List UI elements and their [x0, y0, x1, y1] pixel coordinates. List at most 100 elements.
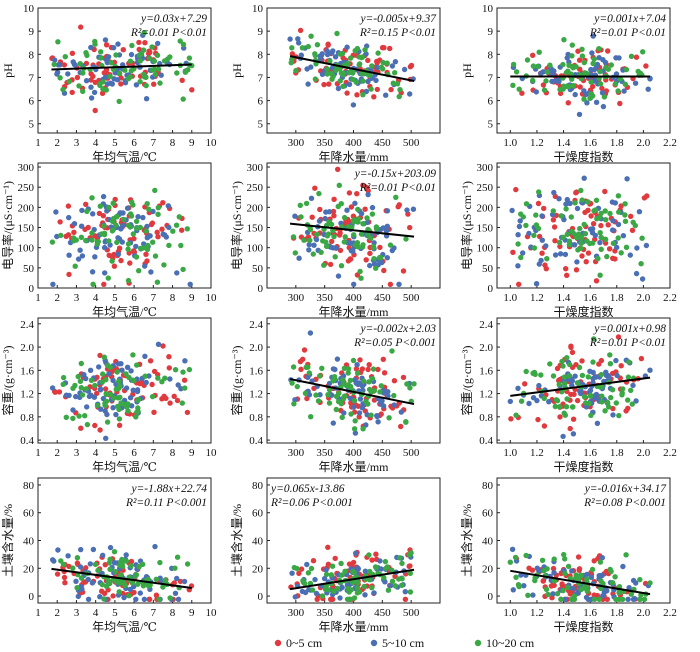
data-point	[541, 568, 547, 574]
data-point	[331, 213, 337, 219]
data-point	[307, 330, 314, 336]
data-point	[578, 245, 584, 251]
data-point	[574, 380, 581, 386]
data-point	[562, 251, 569, 258]
data-point	[627, 252, 633, 258]
scatter-panel: 300 350 400 450 500 0 50 100 150 200 250 300 年降水量/mm…	[229, 162, 441, 319]
data-point	[515, 582, 522, 588]
y-axis-label: pH	[230, 63, 244, 78]
x-tick-label: 450	[374, 447, 391, 459]
data-point	[561, 37, 567, 43]
data-point	[92, 422, 98, 429]
data-point	[377, 254, 383, 261]
data-point	[61, 574, 68, 581]
data-point	[620, 386, 626, 392]
data-point	[98, 406, 104, 412]
data-point	[94, 402, 101, 409]
data-point	[344, 207, 350, 213]
data-point	[377, 389, 383, 395]
data-point	[512, 554, 519, 561]
data-point	[75, 373, 81, 380]
data-point	[147, 358, 154, 364]
data-point	[550, 217, 557, 223]
data-point	[289, 51, 296, 57]
data-point	[531, 232, 537, 239]
data-point	[603, 217, 609, 223]
data-point	[127, 395, 134, 401]
data-point	[360, 78, 366, 84]
data-point	[618, 250, 624, 256]
data-point	[509, 207, 515, 214]
data-point	[585, 199, 591, 205]
data-point	[49, 385, 56, 391]
data-point	[406, 552, 412, 558]
data-point	[182, 358, 188, 364]
data-point	[386, 415, 392, 421]
data-point	[136, 46, 142, 53]
data-point	[399, 560, 405, 567]
data-point	[630, 577, 637, 584]
data-point	[102, 37, 109, 43]
data-point	[626, 359, 632, 365]
data-point	[374, 86, 380, 93]
data-point	[341, 365, 348, 371]
data-point	[142, 40, 148, 46]
data-point	[350, 357, 357, 364]
data-point	[128, 51, 135, 58]
data-point	[95, 238, 102, 245]
data-point	[558, 213, 564, 219]
data-point	[125, 241, 132, 247]
data-point	[153, 576, 159, 582]
data-point	[588, 574, 595, 580]
data-point	[392, 70, 398, 76]
data-point	[297, 27, 304, 34]
data-point	[551, 224, 558, 230]
data-point	[564, 355, 570, 361]
data-point	[126, 593, 132, 599]
data-point	[359, 366, 366, 372]
data-point	[172, 590, 179, 596]
data-point	[74, 74, 81, 81]
y-tick-label: 200	[247, 202, 264, 214]
plot-frame	[496, 317, 671, 444]
data-point	[294, 383, 300, 390]
data-point	[90, 546, 97, 553]
fit-stats: R²=0.08 P<0.001	[583, 497, 666, 509]
data-point	[319, 71, 326, 78]
data-point	[352, 242, 359, 248]
data-point	[179, 77, 185, 84]
data-point	[144, 201, 150, 207]
data-point	[541, 205, 547, 212]
data-point	[103, 391, 110, 398]
scatter-panel: 1 2 3 4 5 6 7 8 9 10 5 6 7 8 9 10 年均气温/℃ pH y=0.03x+7.29 R²…	[1, 3, 217, 164]
data-point	[625, 405, 631, 411]
data-point	[142, 263, 148, 269]
data-point	[174, 397, 181, 404]
data-point	[302, 580, 308, 587]
x-tick-label: 3	[74, 137, 80, 149]
y-tick-label: 5	[29, 119, 35, 131]
data-point	[350, 102, 357, 108]
data-point	[361, 583, 367, 590]
fit-equation: y=-0.005x+9.37	[359, 13, 437, 25]
data-point	[374, 60, 380, 66]
fit-stats: R²=0.05 P<0.001	[353, 337, 436, 349]
data-point	[318, 249, 324, 255]
data-point	[292, 594, 298, 600]
data-point	[382, 558, 389, 565]
data-point	[113, 411, 119, 418]
data-point	[564, 55, 570, 61]
data-point	[186, 55, 193, 61]
data-point	[562, 596, 569, 602]
data-point	[150, 208, 156, 215]
data-point	[130, 387, 136, 393]
data-point	[583, 594, 590, 601]
data-point	[107, 391, 114, 398]
data-point	[307, 226, 314, 233]
x-tick-label: 300	[288, 607, 305, 619]
data-point	[143, 96, 150, 102]
data-point	[568, 343, 574, 349]
data-point	[150, 239, 156, 245]
data-point	[522, 381, 528, 387]
data-point	[152, 187, 158, 194]
